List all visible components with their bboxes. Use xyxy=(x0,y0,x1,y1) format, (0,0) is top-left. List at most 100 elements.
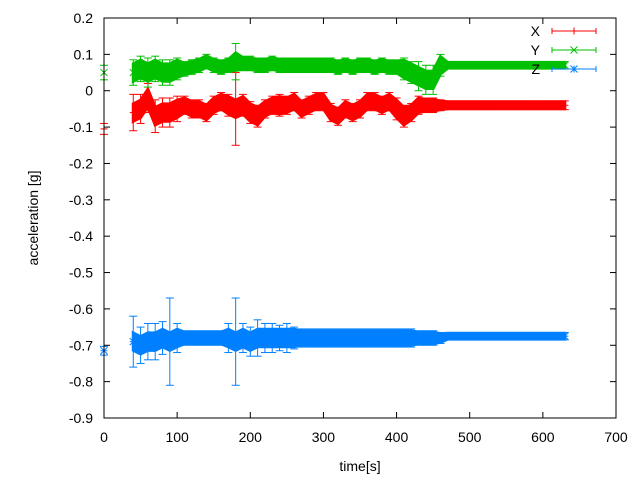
data-point-marker xyxy=(209,334,218,342)
error-bar-point xyxy=(268,55,277,72)
error-bar-point xyxy=(231,72,240,146)
error-bar-point xyxy=(129,315,138,368)
error-bar-point xyxy=(421,97,430,114)
data-point-marker xyxy=(370,63,379,71)
error-bar-point xyxy=(509,332,518,341)
error-bar-point xyxy=(436,332,445,344)
error-bar-point xyxy=(546,332,555,341)
data-point-marker xyxy=(539,332,547,341)
y-axis-label: acceleration [g] xyxy=(25,171,41,266)
error-bar-point xyxy=(414,61,423,92)
error-bar-point xyxy=(341,57,350,74)
error-bar-point xyxy=(363,328,372,348)
error-bar-point xyxy=(538,61,547,70)
error-bar-point xyxy=(377,95,386,115)
error-bar-point xyxy=(546,61,555,70)
error-bar-point xyxy=(429,97,438,114)
error-bar-point xyxy=(516,100,525,111)
error-bar-point xyxy=(246,326,255,357)
error-bar-point xyxy=(524,100,533,111)
data-point-marker xyxy=(458,332,467,341)
error-bar-point xyxy=(217,92,226,112)
error-bar-point xyxy=(202,330,211,346)
y-tick-label: -0.1 xyxy=(69,119,93,135)
error-bar-point xyxy=(443,100,452,111)
error-bar-point xyxy=(421,64,430,95)
error-bar-point xyxy=(502,100,511,111)
error-bar-point xyxy=(180,330,189,346)
error-bar-point xyxy=(202,102,211,123)
error-bar-point xyxy=(217,330,226,346)
data-point-marker xyxy=(356,334,364,342)
x-tick-label: 600 xyxy=(531,429,555,445)
data-point-marker xyxy=(400,334,408,342)
data-point-marker xyxy=(378,61,386,70)
error-bar-point xyxy=(458,61,467,70)
error-bar-point xyxy=(480,61,489,70)
data-point-marker xyxy=(129,337,138,346)
data-point-marker xyxy=(356,61,364,70)
error-bar-point xyxy=(187,99,196,119)
error-bar-point xyxy=(487,332,496,341)
data-point-marker xyxy=(407,334,416,342)
error-bar-point xyxy=(399,328,408,348)
error-bar-point xyxy=(224,93,233,117)
error-bar-point xyxy=(253,319,262,357)
data-point-marker xyxy=(217,334,225,342)
error-bar-point xyxy=(224,322,233,354)
error-bar-point xyxy=(429,330,438,346)
error-bar-point xyxy=(217,59,226,75)
data-point-marker xyxy=(136,65,145,73)
error-bar-point xyxy=(546,100,555,111)
error-bar-point xyxy=(385,328,394,348)
data-point-marker xyxy=(275,334,284,342)
x-tick-label: 700 xyxy=(604,429,628,445)
data-point-marker xyxy=(151,337,160,346)
data-point-marker xyxy=(421,75,430,84)
error-bar-point xyxy=(268,322,277,354)
error-bar-point xyxy=(275,93,284,117)
data-point-marker xyxy=(283,61,291,70)
data-point-marker xyxy=(326,334,335,342)
error-bar-point xyxy=(231,42,240,81)
error-bar-point xyxy=(531,100,540,111)
data-point-marker xyxy=(165,337,174,346)
data-point-marker xyxy=(414,72,423,81)
data-point-marker xyxy=(451,61,459,70)
error-bar-point xyxy=(429,64,438,95)
data-point-marker xyxy=(253,61,262,70)
data-point-marker xyxy=(275,61,284,70)
error-bar-point xyxy=(392,328,401,348)
data-point-marker xyxy=(290,334,299,342)
error-bar-point xyxy=(370,328,379,348)
y-tick-label: -0.8 xyxy=(69,374,93,390)
data-point-marker xyxy=(261,61,269,70)
error-bar-point xyxy=(443,61,452,70)
error-bar-point xyxy=(326,328,335,348)
data-point-marker xyxy=(502,61,511,70)
error-bar-point xyxy=(421,330,430,346)
data-point-marker xyxy=(553,61,562,70)
error-bar-point xyxy=(334,106,343,126)
error-bar-point xyxy=(275,57,284,74)
error-bar-point xyxy=(356,99,364,119)
y-tick-label: 0.2 xyxy=(74,10,94,26)
error-bar-point xyxy=(312,92,321,112)
error-bar-point xyxy=(487,100,496,111)
error-bar-point xyxy=(516,61,525,70)
data-point-marker xyxy=(473,61,481,70)
error-bar-point xyxy=(494,332,503,341)
data-point-marker xyxy=(224,61,233,70)
error-bar-point xyxy=(304,328,313,348)
data-point-marker xyxy=(312,61,320,70)
error-bar-point xyxy=(392,97,401,121)
data-point-marker xyxy=(253,334,262,342)
error-bar-point xyxy=(538,100,547,111)
data-point-marker xyxy=(195,334,203,342)
error-bar-point xyxy=(319,57,328,74)
error-bar-point xyxy=(341,328,350,348)
data-point-marker xyxy=(180,65,189,73)
y-tick-label: -0.5 xyxy=(69,265,93,281)
plot-frame xyxy=(103,17,617,419)
